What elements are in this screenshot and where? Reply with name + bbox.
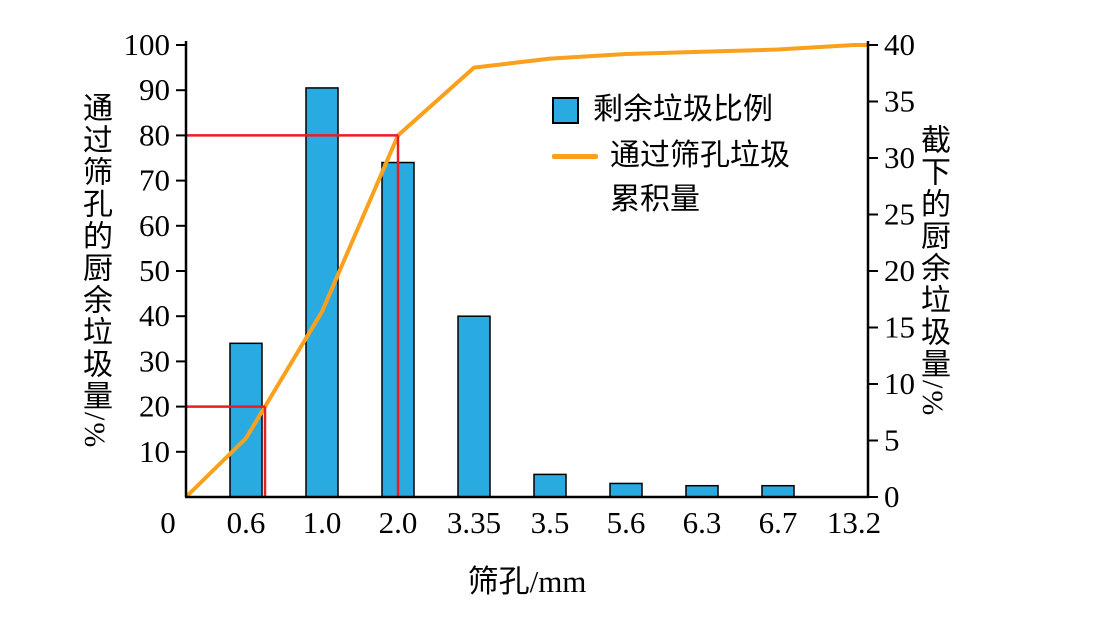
origin-label: 0 — [160, 505, 176, 540]
bar-5.6 — [609, 482, 643, 498]
cumulative-line — [184, 43, 868, 499]
right-axis-tick-label: 10 — [884, 366, 915, 401]
right-axis-tick-label: 30 — [884, 140, 915, 175]
left-axis-tick-label: 40 — [139, 298, 170, 333]
x-axis-category-label: 1.0 — [303, 505, 342, 540]
line-series-label-line2: 累积量 — [610, 183, 700, 216]
bar-series-swatch-icon — [552, 96, 579, 124]
right-axis-tick-label: 25 — [884, 197, 915, 232]
x-axis-title: 筛孔/mm — [467, 564, 587, 599]
bar-3.35 — [457, 315, 491, 498]
left-axis-tick-label: 100 — [124, 27, 171, 62]
left-axis-title: 通过筛孔的厨余垃圾量/% — [78, 92, 111, 450]
left-axis-tick-label: 20 — [139, 389, 170, 424]
left-axis-tick-label: 80 — [139, 117, 170, 152]
right-axis-tick-label: 35 — [884, 84, 915, 119]
line-series-swatch-icon — [552, 153, 598, 159]
x-axis-category-label: 13.2 — [827, 505, 881, 540]
x-axis-category-label: 0.6 — [227, 505, 266, 540]
right-axis-tick-label: 0 — [884, 479, 900, 514]
bar-series-label: 剩余垃圾比例 — [593, 93, 773, 126]
left-axis-tick-label: 50 — [139, 253, 170, 288]
left-axis-tick-label: 10 — [139, 434, 170, 469]
right-axis-tick-label: 5 — [884, 423, 900, 458]
x-axis-category-label: 5.6 — [607, 505, 646, 540]
legend-row-line: 通过筛孔垃圾 — [552, 138, 790, 174]
left-axis-tick-label: 30 — [139, 343, 170, 378]
left-axis-tick-label: 90 — [139, 72, 170, 107]
bar-1.0 — [305, 87, 339, 498]
right-axis-title: 截下的厨余垃圾量/% — [916, 124, 949, 418]
legend-row-line-cont: 累积量 — [552, 182, 790, 218]
bar-6.3 — [685, 484, 719, 498]
x-axis-category-label: 6.7 — [759, 505, 798, 540]
right-axis-tick-label: 40 — [884, 27, 915, 62]
x-axis-category-label: 3.35 — [447, 505, 501, 540]
left-axis-tick-label: 60 — [139, 208, 170, 243]
legend-row-bars: 剩余垃圾比例 — [552, 92, 790, 128]
x-axis-category-label: 3.5 — [531, 505, 570, 540]
x-axis-category-label: 2.0 — [379, 505, 418, 540]
left-axis-tick-label: 70 — [139, 163, 170, 198]
right-axis-tick-label: 20 — [884, 253, 915, 288]
bar-3.5 — [533, 473, 567, 498]
x-axis-category-label: 6.3 — [683, 505, 722, 540]
legend: 剩余垃圾比例 通过筛孔垃圾 累积量 — [552, 92, 790, 228]
right-axis-tick-label: 15 — [884, 310, 915, 345]
bar-6.7 — [761, 484, 795, 498]
line-series-label-line1: 通过筛孔垃圾 — [610, 139, 790, 172]
